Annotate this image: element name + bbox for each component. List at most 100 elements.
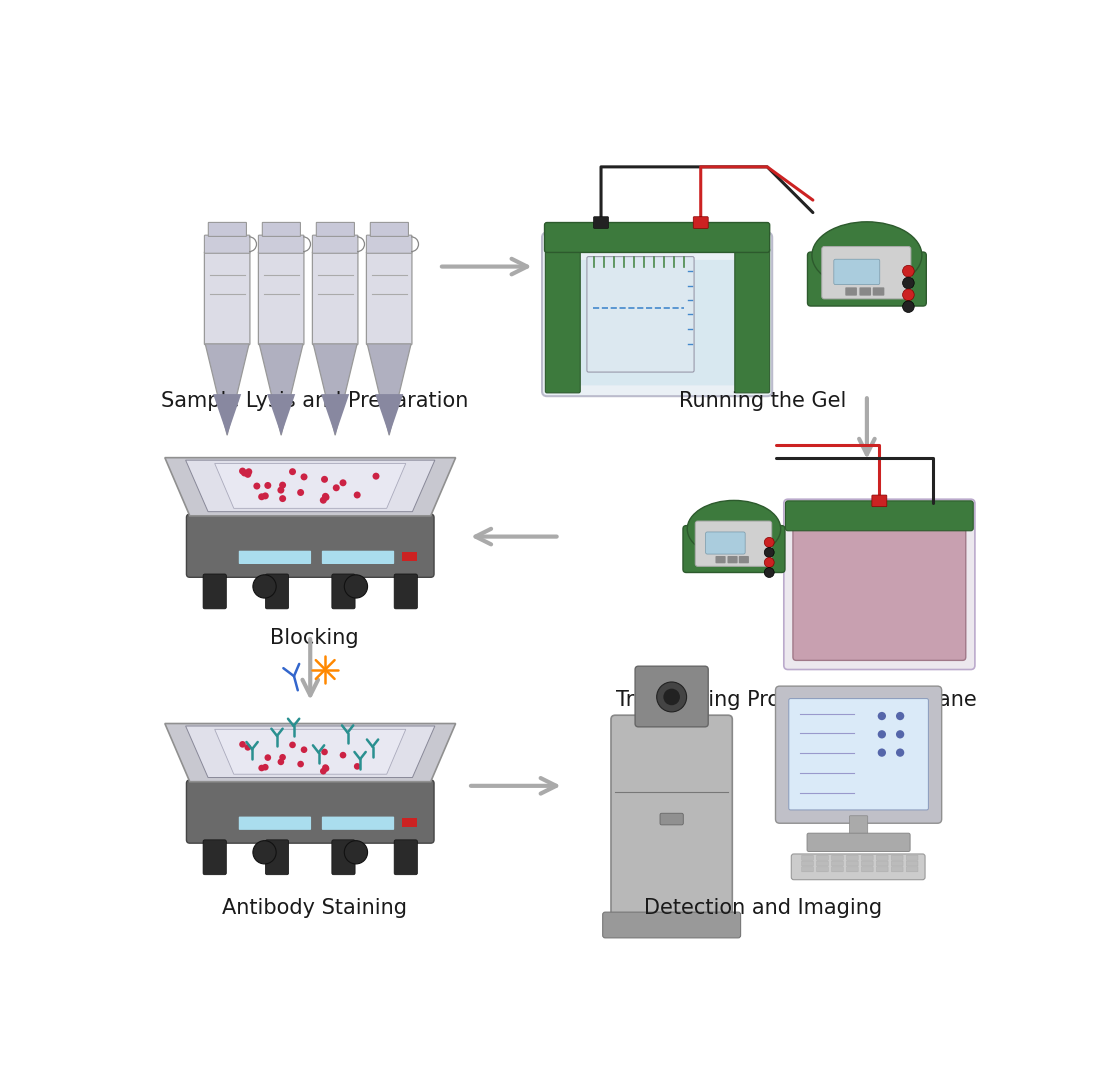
Circle shape [764,547,775,558]
Circle shape [300,474,308,480]
Text: Detection and Imaging: Detection and Imaging [644,898,882,918]
FancyBboxPatch shape [660,814,683,824]
FancyBboxPatch shape [186,780,434,843]
Circle shape [764,568,775,577]
Polygon shape [185,726,435,778]
FancyBboxPatch shape [776,686,942,823]
FancyBboxPatch shape [831,866,844,872]
FancyBboxPatch shape [734,248,770,393]
Circle shape [903,277,914,289]
FancyBboxPatch shape [786,501,973,531]
FancyBboxPatch shape [394,839,417,875]
FancyBboxPatch shape [872,495,887,507]
Circle shape [323,765,329,771]
Circle shape [239,741,246,748]
FancyBboxPatch shape [366,251,412,344]
FancyBboxPatch shape [545,222,770,252]
Circle shape [321,476,328,482]
Circle shape [656,682,686,712]
FancyBboxPatch shape [862,856,873,860]
Polygon shape [267,394,296,435]
FancyBboxPatch shape [603,912,741,938]
FancyBboxPatch shape [394,574,417,609]
FancyBboxPatch shape [635,666,709,727]
Circle shape [262,764,269,770]
FancyBboxPatch shape [546,248,580,393]
FancyBboxPatch shape [817,866,828,872]
Bar [402,552,416,561]
FancyBboxPatch shape [204,235,250,254]
FancyBboxPatch shape [371,222,408,236]
Circle shape [278,759,285,765]
Polygon shape [259,344,304,435]
FancyBboxPatch shape [808,252,926,306]
Circle shape [903,289,914,301]
Circle shape [323,764,329,770]
Circle shape [246,468,252,475]
Circle shape [354,763,360,769]
FancyBboxPatch shape [892,856,903,860]
Circle shape [339,479,346,487]
FancyBboxPatch shape [847,861,858,866]
FancyBboxPatch shape [906,861,918,866]
FancyBboxPatch shape [312,235,358,254]
Polygon shape [185,460,435,511]
FancyBboxPatch shape [807,833,910,851]
FancyBboxPatch shape [204,251,250,344]
FancyBboxPatch shape [831,861,844,866]
FancyBboxPatch shape [892,866,903,872]
FancyBboxPatch shape [801,856,814,860]
Circle shape [253,575,276,598]
Polygon shape [213,394,241,435]
FancyBboxPatch shape [831,856,844,860]
FancyBboxPatch shape [892,861,903,866]
Circle shape [241,469,248,477]
Ellipse shape [812,222,922,289]
Circle shape [877,730,886,738]
Circle shape [345,841,367,864]
FancyBboxPatch shape [862,861,873,866]
FancyBboxPatch shape [186,515,434,577]
Polygon shape [165,457,455,516]
FancyBboxPatch shape [859,287,872,296]
FancyBboxPatch shape [259,251,304,344]
Circle shape [877,749,886,756]
Circle shape [339,752,346,759]
Circle shape [764,558,775,568]
FancyBboxPatch shape [728,556,738,563]
Polygon shape [165,724,455,781]
FancyBboxPatch shape [239,550,311,564]
FancyBboxPatch shape [321,550,394,564]
Circle shape [903,265,914,277]
FancyBboxPatch shape [366,235,412,254]
Polygon shape [205,344,249,435]
FancyBboxPatch shape [587,257,694,372]
FancyBboxPatch shape [845,287,857,296]
FancyBboxPatch shape [321,817,394,830]
Circle shape [333,484,339,491]
FancyBboxPatch shape [834,259,879,285]
FancyBboxPatch shape [683,525,785,573]
FancyBboxPatch shape [542,232,772,396]
FancyBboxPatch shape [331,839,355,875]
FancyBboxPatch shape [715,556,725,563]
Polygon shape [214,464,406,508]
Polygon shape [375,394,403,435]
FancyBboxPatch shape [262,222,300,236]
FancyBboxPatch shape [594,217,608,229]
Circle shape [321,749,328,755]
Circle shape [253,482,260,490]
FancyBboxPatch shape [316,222,355,236]
FancyBboxPatch shape [705,532,745,554]
Bar [402,818,416,827]
FancyBboxPatch shape [203,839,227,875]
Text: Blocking: Blocking [270,628,358,648]
FancyBboxPatch shape [610,715,732,923]
Circle shape [903,301,914,313]
Circle shape [244,745,251,751]
Circle shape [373,473,379,480]
Circle shape [258,493,266,501]
FancyBboxPatch shape [209,222,247,236]
FancyBboxPatch shape [266,839,289,875]
FancyBboxPatch shape [821,246,911,299]
